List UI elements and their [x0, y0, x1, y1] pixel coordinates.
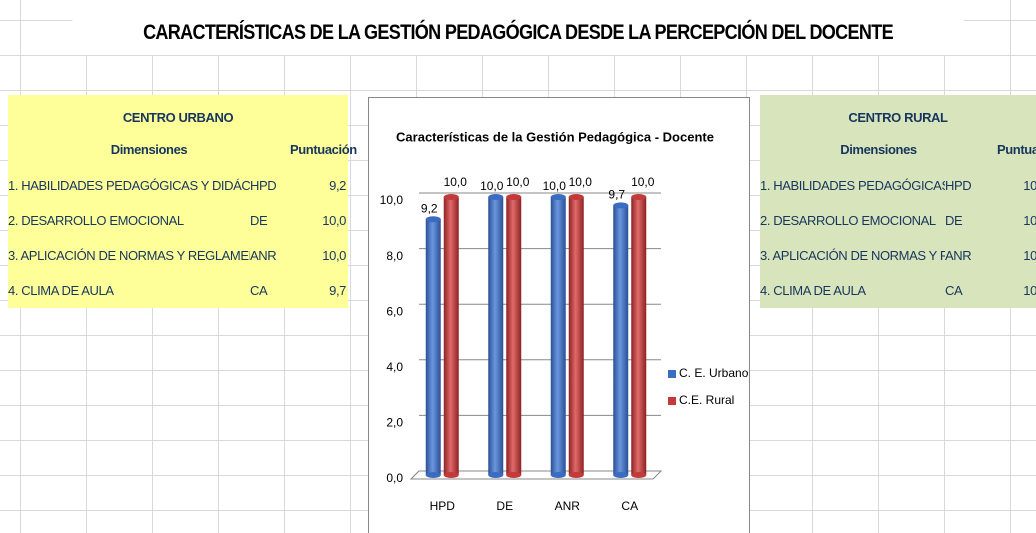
table-title: CENTRO RURAL — [848, 110, 948, 125]
sheet-title: CARACTERÍSTICAS DE LA GESTIÓN PEDAGÓGICA… — [72, 0, 964, 56]
code: CA — [945, 283, 963, 298]
bar — [613, 202, 629, 478]
urban-table: CENTRO URBANO Dimensiones Puntuación 1. HAB… — [8, 95, 357, 308]
score: 10,0 — [1023, 248, 1036, 263]
dimension: 3. APLICACIÓN DE NORMAS Y REGLAMENTOS — [760, 248, 945, 263]
code: ANR — [945, 248, 972, 263]
x-tick-label: HPD — [430, 499, 456, 513]
legend-swatch — [668, 397, 676, 405]
data-label: 10,0 — [543, 179, 567, 193]
legend-label: C. E. Urbano — [679, 366, 749, 380]
y-tick-label: 10,0 — [380, 193, 404, 207]
score: 9,7 — [329, 283, 346, 298]
y-tick-label: 4,0 — [386, 360, 403, 374]
data-label: 10,0 — [444, 175, 468, 189]
bar — [488, 194, 504, 478]
data-label: 10,0 — [506, 175, 530, 189]
score: 10,0 — [1023, 178, 1036, 193]
y-tick-label: 2,0 — [386, 416, 403, 430]
column-header: Dimensiones — [110, 142, 188, 157]
dimension: 2. DESARROLLO EMOCIONAL — [760, 213, 936, 228]
data-label: 10,0 — [569, 175, 593, 189]
column-header: Dimensiones — [840, 142, 917, 157]
bar — [568, 194, 584, 478]
dimension: 4. CLIMA DE AULA — [8, 283, 114, 298]
dimension: 2. DESARROLLO EMOCIONAL — [8, 213, 184, 228]
score: 9,2 — [329, 178, 346, 193]
code: CA — [250, 283, 268, 298]
y-tick-label: 6,0 — [386, 304, 403, 318]
x-tick-label: ANR — [555, 499, 581, 513]
score: 10,0 — [322, 248, 346, 263]
data-label: 9,7 — [608, 188, 625, 202]
score: 10,0 — [1023, 283, 1036, 298]
table-title: CENTRO URBANO — [122, 110, 234, 125]
column-header: Puntuación — [997, 142, 1036, 157]
dimension: 4. CLIMA DE AULA — [760, 283, 866, 298]
rural-table: CENTRO RURAL Dimensiones Puntuación 1. HABI… — [760, 95, 1036, 308]
code: DE — [945, 213, 963, 228]
bar — [443, 194, 459, 478]
bar — [550, 194, 566, 478]
code: DE — [250, 213, 268, 228]
dimension: 1. HABILIDADES PEDAGÓGICAS Y DIDÁCTICAS — [8, 178, 250, 193]
column-header: Puntuación — [290, 142, 357, 157]
chart: Características de la Gestión Pedagógica… — [368, 97, 750, 533]
x-tick-label: DE — [496, 499, 513, 513]
data-label: 10,0 — [631, 175, 655, 189]
data-label: 9,2 — [421, 201, 438, 215]
code: HPD — [250, 178, 277, 193]
x-tick-label: CA — [621, 499, 638, 513]
chart-title: Características de la Gestión Pedagógica… — [396, 129, 714, 144]
data-label: 10,0 — [480, 179, 504, 193]
legend-label: C.E. Rural — [679, 393, 734, 407]
bar — [631, 194, 647, 478]
bar — [425, 216, 441, 478]
code: ANR — [250, 248, 277, 263]
score: 10,0 — [322, 213, 346, 228]
dimension: 1. HABILIDADES PEDAGÓGICAS Y DIDÁCTICAS — [760, 178, 945, 193]
legend-swatch — [668, 370, 676, 378]
y-tick-label: 0,0 — [386, 471, 403, 485]
score: 10,0 — [1023, 213, 1036, 228]
dimension: 3. APLICACIÓN DE NORMAS Y REGLAMENTOS — [8, 248, 250, 263]
code: HPD — [945, 178, 972, 193]
bar — [506, 194, 522, 478]
y-tick-label: 8,0 — [386, 249, 403, 263]
